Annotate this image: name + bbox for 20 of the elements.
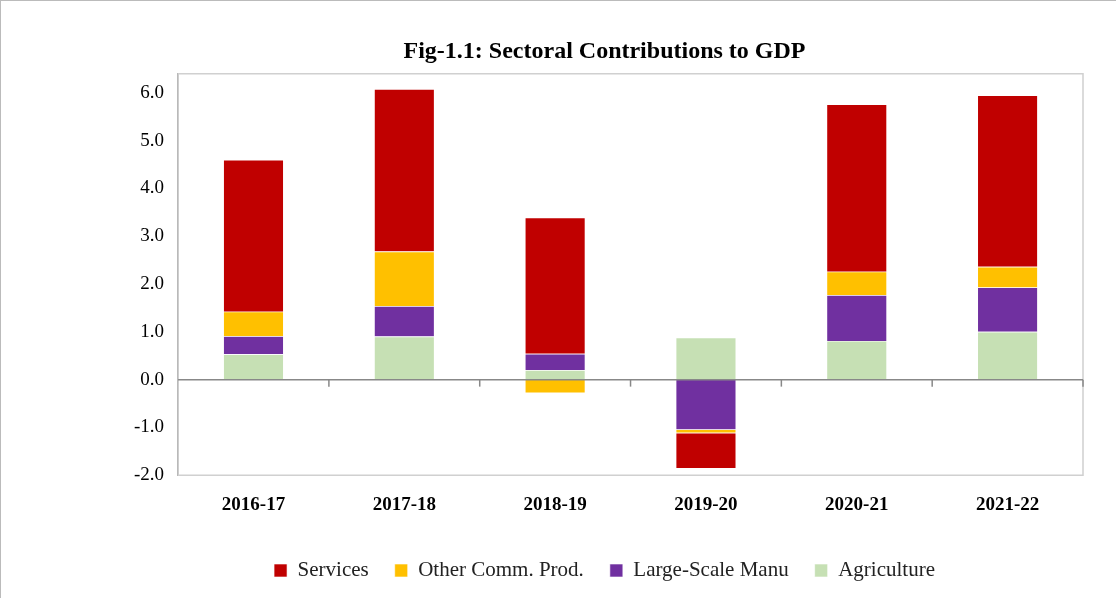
y-tick-label: -2.0 bbox=[134, 463, 165, 485]
x-tick-label: 2020-21 bbox=[825, 492, 889, 514]
y-tick-label: 0.0 bbox=[140, 367, 165, 389]
x-tick-label: 2018-19 bbox=[523, 492, 587, 514]
x-tick-label: 2021-22 bbox=[975, 492, 1040, 514]
y-tick-label: 6.0 bbox=[140, 80, 165, 102]
legend-label: Agriculture bbox=[838, 557, 935, 582]
legend-label: Services bbox=[297, 557, 369, 582]
x-tick-label: 2019-20 bbox=[674, 492, 738, 514]
y-tick-label: -1.0 bbox=[134, 415, 165, 437]
legend-label: Other Comm. Prod. bbox=[418, 557, 584, 582]
y-tick-label: 4.0 bbox=[140, 176, 165, 198]
x-tick-label: 2016-17 bbox=[221, 492, 286, 514]
y-tick-label: 3.0 bbox=[140, 224, 165, 246]
x-tick-label: 2017-18 bbox=[372, 492, 436, 514]
legend-label: Large-Scale Manu bbox=[633, 557, 790, 582]
y-tick-label: 5.0 bbox=[140, 128, 165, 150]
chart-title: Fig-1.1: Sectoral Contributions to GDP bbox=[403, 36, 806, 63]
y-tick-label: 1.0 bbox=[140, 319, 165, 341]
y-tick-label: 2.0 bbox=[140, 272, 165, 294]
